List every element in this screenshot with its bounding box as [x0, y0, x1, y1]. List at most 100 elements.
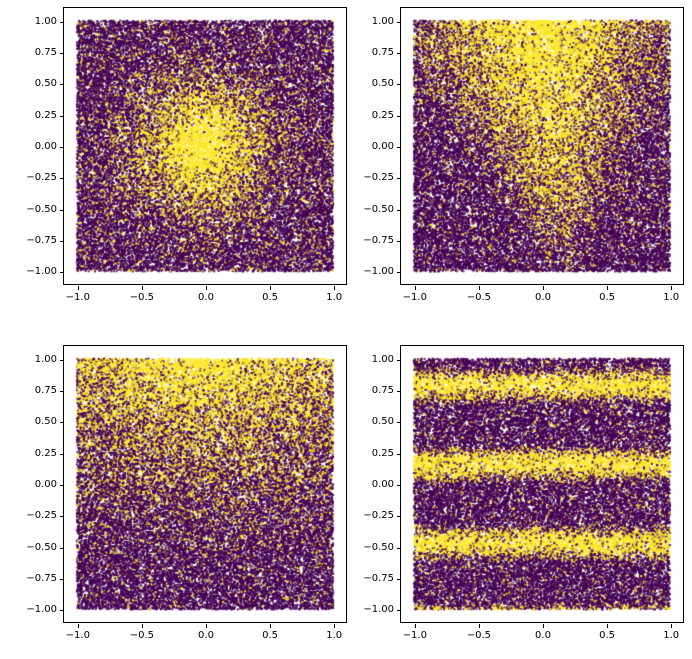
y-tick-mark: [397, 272, 401, 274]
y-tick-mark: [60, 390, 64, 392]
y-tick-mark: [60, 52, 64, 54]
x-tick-mark: [607, 286, 609, 290]
y-tick-mark: [60, 359, 64, 361]
scatter-canvas-bottom-left: [64, 346, 346, 622]
x-tick-mark: [543, 286, 544, 290]
y-tick-label: 0.00: [371, 141, 394, 152]
x-tick-mark: [141, 286, 143, 290]
x-tick-mark: [478, 286, 480, 290]
y-tick-mark: [60, 178, 64, 180]
y-tick-mark: [60, 115, 64, 117]
plot-area-bottom-left: −1.0 −0.5 0.0 0.5 1.0 1.00 0.75 0.50 0.25 0.00 −0.…: [26, 345, 347, 641]
y-tick-label: 1.00: [34, 353, 57, 365]
x-tick-label: −1.0: [65, 630, 90, 641]
x-tick-mark: [478, 624, 480, 628]
x-tick-label: 0.5: [599, 292, 616, 303]
plot-area-top-right: −1.0 −0.5 0.0 0.5 1.0 1.00 0.75 0.50 0.25 0.00 −0.…: [363, 7, 684, 303]
y-tick-label: −0.50: [363, 541, 394, 553]
x-tick-mark: [414, 624, 416, 628]
scatter-canvas-bottom-right: [401, 346, 683, 622]
y-tick-label: −0.50: [363, 203, 394, 215]
y-tick-mark: [397, 84, 401, 86]
x-tick-label: 0.5: [599, 630, 616, 641]
x-tick-label: −1.0: [65, 292, 90, 303]
y-tick-label: −0.75: [363, 573, 394, 585]
y-tick-label: 0.00: [34, 141, 57, 152]
y-tick-label: 0.50: [371, 416, 394, 428]
y-tick-label: 0.75: [34, 46, 57, 58]
x-tick-mark: [543, 624, 544, 628]
y-tick-label: 0.50: [34, 78, 57, 90]
x-tick-mark: [414, 286, 416, 290]
y-tick-mark: [397, 209, 401, 211]
y-tick-mark: [60, 547, 64, 549]
y-tick-mark: [397, 359, 401, 361]
x-tick-label: −0.5: [129, 292, 155, 303]
y-tick-mark: [60, 209, 64, 211]
x-tick-mark: [77, 286, 79, 290]
x-tick-mark: [607, 624, 609, 628]
y-tick-label: 0.25: [371, 109, 394, 121]
y-tick-mark: [397, 178, 401, 180]
x-tick-label: 0.0: [198, 292, 214, 303]
x-tick-mark: [334, 286, 336, 290]
x-tick-label: 1.0: [663, 292, 680, 303]
y-tick-label: 0.50: [371, 78, 394, 90]
y-tick-mark: [397, 241, 401, 243]
y-tick-label: −1.00: [26, 604, 57, 616]
y-tick-mark: [60, 579, 64, 581]
y-tick-mark: [397, 516, 401, 518]
x-tick-label: 0.5: [262, 292, 279, 303]
x-tick-label: −1.0: [402, 630, 427, 641]
x-tick-mark: [671, 286, 673, 290]
y-tick-label: 1.00: [34, 15, 57, 27]
x-tick-mark: [671, 624, 673, 628]
y-tick-mark: [397, 485, 401, 486]
y-tick-mark: [60, 485, 64, 486]
y-tick-label: 0.50: [34, 416, 57, 428]
y-tick-label: 0.75: [371, 46, 394, 58]
y-tick-mark: [60, 147, 64, 148]
y-tick-mark: [397, 147, 401, 148]
x-tick-mark: [206, 624, 207, 628]
y-tick-label: −1.00: [26, 266, 57, 278]
y-tick-label: 0.00: [34, 479, 57, 490]
y-tick-mark: [397, 21, 401, 23]
y-tick-mark: [60, 516, 64, 518]
y-tick-label: −1.00: [363, 604, 394, 616]
y-tick-label: −0.75: [26, 235, 57, 247]
x-tick-label: −0.5: [466, 630, 492, 641]
plot-area-bottom-right: −1.0 −0.5 0.0 0.5 1.0 1.00 0.75 0.50 0.25 0.00 −0.…: [363, 345, 684, 641]
x-tick-mark: [334, 624, 336, 628]
plot-area-top-left: −1.0 −0.5 0.0 0.5 1.0 1.00 0.75 0.50 0.25 0.00 −0.…: [26, 7, 347, 303]
x-tick-label: −1.0: [402, 292, 427, 303]
y-tick-label: −0.25: [363, 172, 394, 184]
y-tick-mark: [397, 453, 401, 455]
y-tick-label: −0.75: [363, 235, 394, 247]
y-tick-label: −0.50: [26, 203, 57, 215]
y-tick-mark: [397, 52, 401, 54]
x-tick-label: 1.0: [326, 292, 343, 303]
y-tick-mark: [397, 422, 401, 424]
y-tick-mark: [60, 272, 64, 274]
x-tick-label: 0.5: [262, 630, 279, 641]
scatter-canvas-top-left: [64, 8, 346, 284]
y-tick-mark: [397, 610, 401, 612]
y-tick-label: 0.25: [34, 109, 57, 121]
y-tick-label: −0.75: [26, 573, 57, 585]
x-tick-label: 1.0: [663, 630, 680, 641]
x-tick-mark: [270, 624, 272, 628]
y-tick-mark: [397, 547, 401, 549]
y-tick-label: 1.00: [371, 353, 394, 365]
y-tick-label: −0.50: [26, 541, 57, 553]
y-tick-mark: [60, 21, 64, 23]
y-tick-label: 1.00: [371, 15, 394, 27]
y-tick-mark: [397, 115, 401, 117]
x-tick-label: −0.5: [129, 630, 155, 641]
y-tick-label: 0.75: [371, 384, 394, 396]
y-tick-label: −1.00: [363, 266, 394, 278]
scatter-canvas-top-right: [401, 8, 683, 284]
x-tick-label: 1.0: [326, 630, 343, 641]
y-tick-label: 0.00: [371, 479, 394, 490]
